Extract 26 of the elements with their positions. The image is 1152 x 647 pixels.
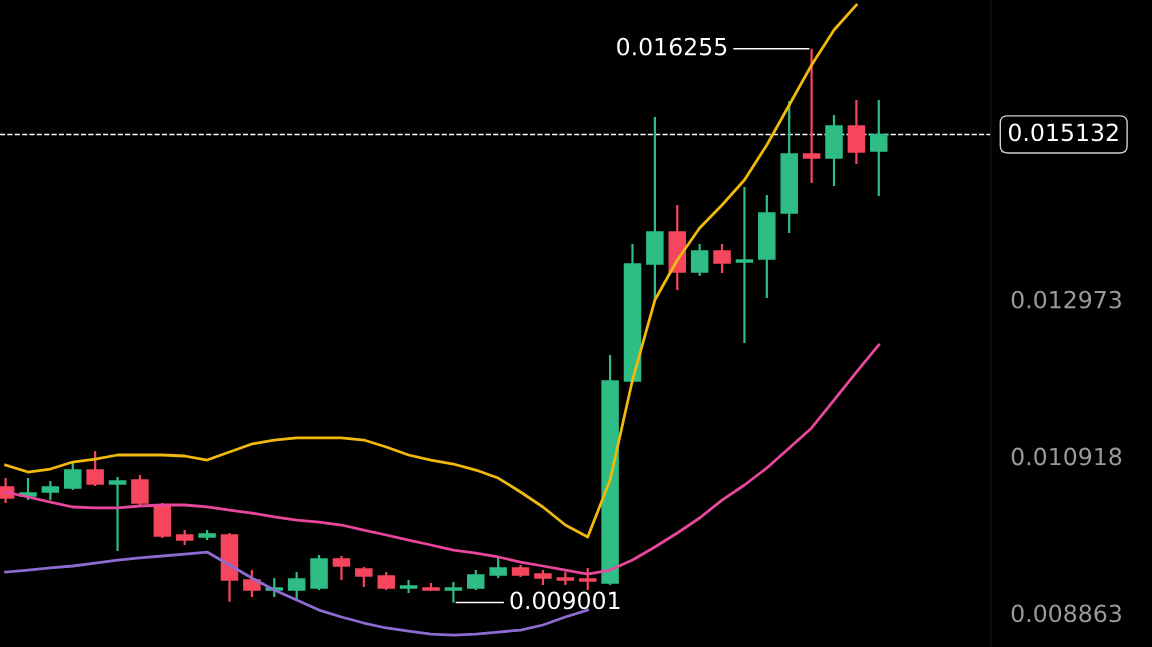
candlestick [735, 185, 754, 345]
candlestick [108, 475, 127, 553]
candlestick [377, 570, 395, 592]
ref-line-label: 0.015132 [1008, 123, 1118, 142]
candlestick [41, 479, 60, 502]
candlestick [399, 578, 418, 595]
candlestick [86, 449, 104, 488]
annotation: 0.009001 [510, 591, 620, 610]
candlestick [690, 242, 709, 278]
annotation: 0.016255 [617, 37, 727, 56]
candlestick [713, 242, 731, 275]
candlestick [287, 570, 306, 602]
y-tick-label: 0.008863 [1011, 604, 1121, 623]
candlestick [332, 554, 351, 582]
candlestick [131, 473, 149, 507]
y-tick-label: 0.012973 [1011, 290, 1121, 309]
candlestick [444, 580, 463, 604]
candlestick [467, 568, 485, 592]
candlestick [355, 565, 373, 589]
candlestick [802, 47, 821, 185]
candlestick [870, 98, 888, 198]
line-series [4, 3, 858, 539]
candlestick [578, 566, 597, 592]
y-tick-label: 0.010918 [1011, 447, 1122, 466]
candlestick [243, 568, 261, 599]
candlestick [64, 461, 82, 492]
